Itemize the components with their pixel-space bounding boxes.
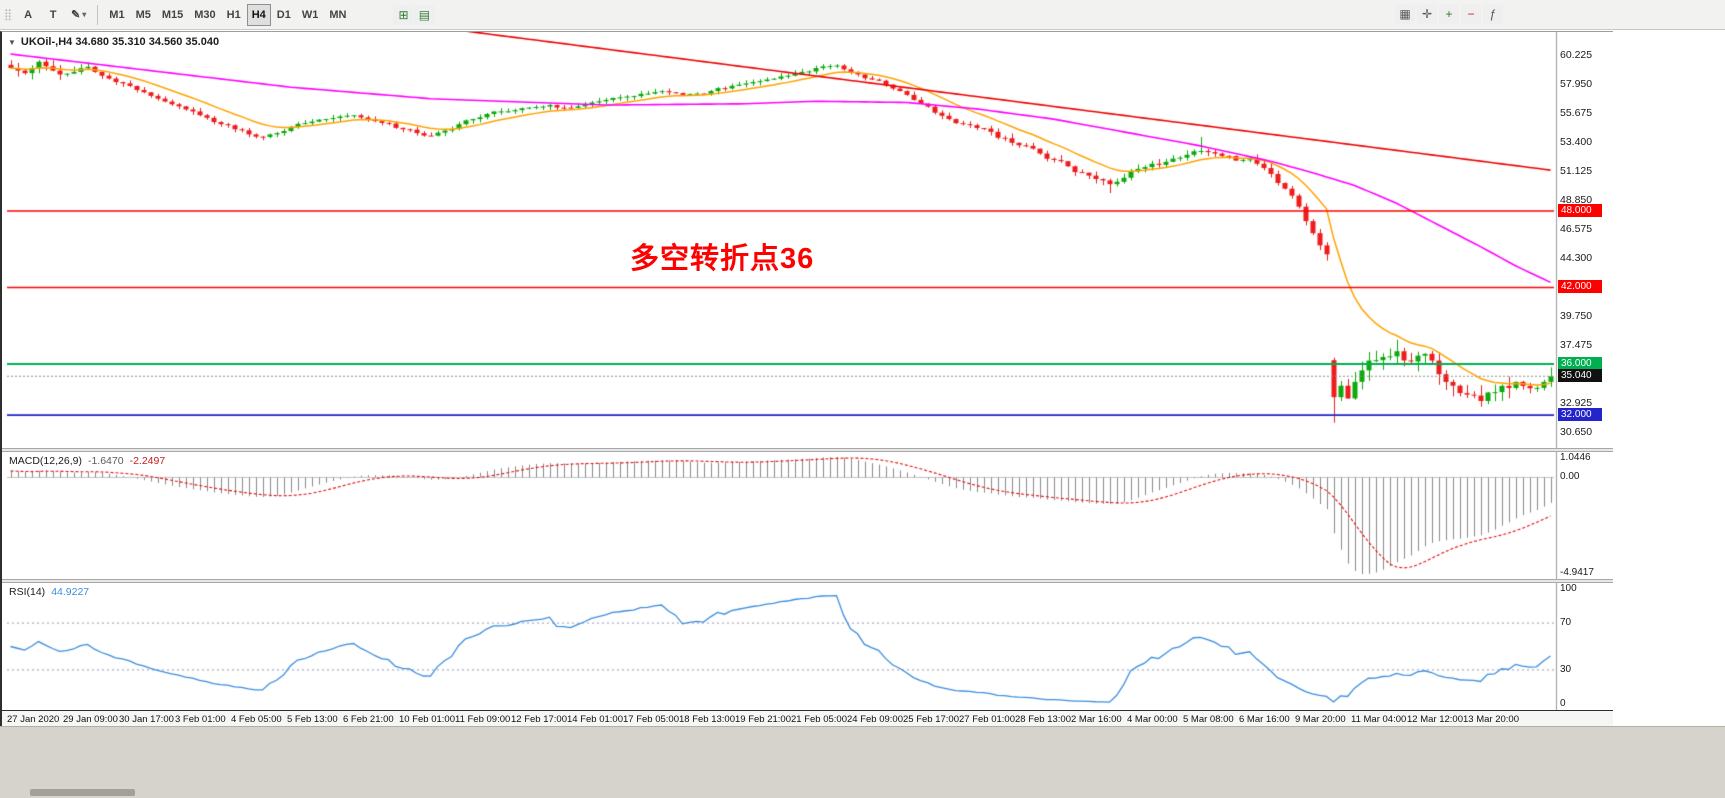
status-bar: [0, 726, 1725, 798]
time-axis-label: 30 Jan 17:00: [119, 714, 174, 725]
chart-window: ▼ UKOil-,H4 34.680 35.310 34.560 35.040 多…: [0, 31, 1613, 726]
rsi-panel: RSI(14)44.9227 100 70 30 0: [2, 583, 1613, 710]
level-badge-48.000: 48.000: [1558, 204, 1602, 217]
time-axis-label: 13 Mar 20:00: [1463, 714, 1519, 725]
chart-annotation: 多空转折点36: [630, 235, 814, 277]
price-panel: ▼ UKOil-,H4 34.680 35.310 34.560 35.040 多…: [2, 32, 1613, 448]
time-axis-label: 19 Feb 21:00: [735, 714, 791, 725]
time-axis-label: 4 Mar 00:00: [1127, 714, 1178, 725]
crosshair-icon[interactable]: ✛: [1417, 4, 1437, 24]
toolbar-group-tools: ⣿ AT✎▾: [3, 4, 91, 26]
timeframe-mn-button[interactable]: MN: [324, 4, 351, 26]
timeframe-d1-button[interactable]: D1: [272, 4, 296, 26]
rsi-chart-canvas[interactable]: [2, 583, 1613, 710]
price-tick-label: 51.125: [1560, 165, 1592, 177]
toolbar-group-timeframes: M1M5M15M30H1H4D1W1MN: [104, 4, 351, 26]
mt4-window: ⣿ AT✎▾ M1M5M15M30H1H4D1W1MN ⊞▤ ▦✛+−ƒ ▼ UKO…: [0, 0, 1725, 798]
macd-signal-value: -2.2497: [130, 455, 166, 467]
macd-tick-label: 1.0446: [1560, 452, 1591, 463]
draw-tools-button[interactable]: ✎▾: [66, 4, 91, 26]
time-axis-label: 17 Feb 05:00: [623, 714, 679, 725]
price-tick-label: 44.300: [1560, 252, 1592, 264]
rsi-label: RSI(14)44.9227: [9, 586, 89, 598]
time-axis-label: 4 Feb 05:00: [231, 714, 282, 725]
time-axis-label: 2 Mar 16:00: [1071, 714, 1122, 725]
zoom-in-icon[interactable]: +: [1439, 4, 1459, 24]
taskbar-fragment: [30, 789, 135, 796]
timeframe-m15-button[interactable]: M15: [157, 4, 188, 26]
toolbar-grip[interactable]: ⣿: [4, 8, 12, 21]
macd-panel: MACD(12,26,9)-1.6470-2.2497 1.04460.00-4…: [2, 452, 1613, 579]
symbol-period-label: UKOil-,H4: [21, 36, 72, 48]
rsi-value: 44.9227: [51, 586, 89, 598]
time-axis-label: 11 Mar 04:00: [1351, 714, 1406, 725]
price-tick-label: 60.225: [1560, 49, 1592, 61]
current-price-badge: 35.040: [1558, 369, 1602, 382]
price-tick-label: 46.575: [1560, 223, 1592, 235]
time-axis-label: 9 Mar 20:00: [1295, 714, 1346, 725]
tile-windows-icon[interactable]: ⊞: [393, 5, 413, 25]
symbol-dropdown-icon[interactable]: ▼: [8, 38, 16, 47]
level-badge-42.000: 42.000: [1558, 280, 1602, 293]
rsi-tick-label: 70: [1560, 617, 1571, 628]
macd-tick-label: -4.9417: [1560, 567, 1594, 578]
time-axis-label: 5 Mar 08:00: [1183, 714, 1234, 725]
rsi-tick-label: 100: [1560, 583, 1577, 594]
time-axis-label: 27 Jan 2020: [7, 714, 59, 725]
timeframe-m5-button[interactable]: M5: [131, 4, 156, 26]
chart-title: ▼ UKOil-,H4 34.680 35.310 34.560 35.040: [8, 36, 219, 48]
indicators-icon[interactable]: ƒ: [1483, 4, 1503, 24]
cascade-windows-icon[interactable]: ▤: [414, 5, 434, 25]
price-tick-label: 37.475: [1560, 339, 1592, 351]
macd-label: MACD(12,26,9)-1.6470-2.2497: [9, 455, 165, 467]
new-chart-icon[interactable]: ▦: [1395, 4, 1415, 24]
level-badge-36.000: 36.000: [1558, 357, 1602, 370]
time-axis-label: 6 Feb 21:00: [343, 714, 394, 725]
timeframe-h4-button[interactable]: H4: [247, 4, 271, 26]
rsi-tick-label: 30: [1560, 664, 1571, 675]
time-axis-label: 18 Feb 13:00: [679, 714, 735, 725]
price-tick-label: 53.400: [1560, 136, 1592, 148]
time-axis-label: 27 Feb 01:00: [959, 714, 1015, 725]
time-axis-label: 14 Feb 01:00: [567, 714, 623, 725]
time-axis-label: 12 Mar 12:00: [1407, 714, 1463, 725]
macd-chart-canvas[interactable]: [2, 452, 1613, 579]
timeframe-m1-button[interactable]: M1: [104, 4, 129, 26]
timeframe-w1-button[interactable]: W1: [297, 4, 324, 26]
time-axis-label: 5 Feb 13:00: [287, 714, 338, 725]
ohlc-values: 34.680 35.310 34.560 35.040: [75, 36, 219, 48]
time-axis-label: 10 Feb 01:00: [399, 714, 455, 725]
text-tool-button[interactable]: T: [41, 4, 65, 26]
macd-tick-label: 0.00: [1560, 471, 1579, 482]
toolbar-group-windows: ⊞▤: [393, 5, 434, 25]
timeframe-h1-button[interactable]: H1: [222, 4, 246, 26]
cursor-tool-button[interactable]: A: [16, 4, 40, 26]
time-axis-label: 24 Feb 09:00: [847, 714, 903, 725]
price-tick-label: 30.650: [1560, 426, 1592, 438]
time-axis-label: 12 Feb 17:00: [511, 714, 567, 725]
time-axis-label: 3 Feb 01:00: [175, 714, 226, 725]
time-axis-label: 29 Jan 09:00: [63, 714, 118, 725]
toolbar-separator: [97, 5, 98, 25]
time-axis: 27 Jan 2020 29 Jan 09:0030 Jan 17:003 Feb…: [2, 710, 1613, 727]
time-axis-label: 11 Feb 09:00: [455, 714, 510, 725]
chevron-down-icon: ▾: [82, 10, 86, 19]
toolbar-group-chart-tools: ▦✛+−ƒ: [1395, 4, 1503, 24]
toolbar: ⣿ AT✎▾ M1M5M15M30H1H4D1W1MN ⊞▤ ▦✛+−ƒ: [0, 0, 1725, 30]
price-tick-label: 55.675: [1560, 107, 1592, 119]
time-axis-label: 25 Feb 17:00: [903, 714, 959, 725]
price-tick-label: 57.950: [1560, 78, 1592, 90]
time-axis-label: 21 Feb 05:00: [791, 714, 847, 725]
price-tick-label: 39.750: [1560, 310, 1592, 322]
zoom-out-icon[interactable]: −: [1461, 4, 1481, 24]
macd-main-value: -1.6470: [88, 455, 124, 467]
timeframe-m30-button[interactable]: M30: [189, 4, 220, 26]
time-axis-label: 28 Feb 13:00: [1015, 714, 1071, 725]
time-axis-label: 6 Mar 16:00: [1239, 714, 1290, 725]
level-badge-32.000: 32.000: [1558, 408, 1602, 421]
rsi-tick-label: 0: [1560, 698, 1566, 709]
